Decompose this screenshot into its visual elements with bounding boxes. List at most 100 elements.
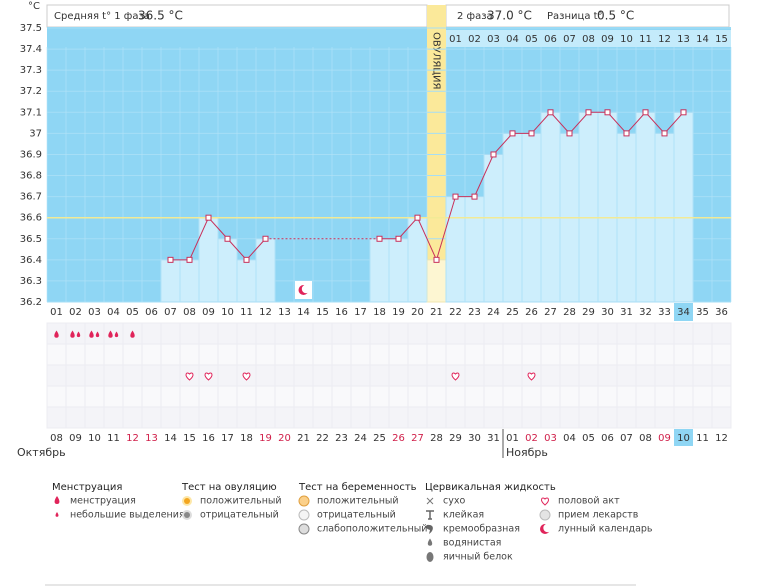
cycle-day: 19 xyxy=(392,307,405,318)
y-tick-label: 36.7 xyxy=(20,192,42,203)
cycle-day: 36 xyxy=(715,307,728,318)
temp-point xyxy=(452,193,459,200)
y-tick-label: 36.8 xyxy=(20,171,42,182)
phase1-value: 36.5 °C xyxy=(138,9,183,23)
y-tick-label: 37.5 xyxy=(20,23,42,34)
date: 05 xyxy=(582,433,595,444)
y-tick-label: 37.3 xyxy=(20,65,42,76)
cycle-day: 23 xyxy=(468,307,481,318)
date: 17 xyxy=(221,433,234,444)
temp-point xyxy=(604,109,611,116)
date: 26 xyxy=(392,433,405,444)
intercourse-icon xyxy=(527,372,536,381)
date: 12 xyxy=(715,433,728,444)
legend-icon xyxy=(427,538,433,546)
legend-item: отрицательный xyxy=(200,510,279,521)
cycle-day: 26 xyxy=(525,307,538,318)
phase2-day: 12 xyxy=(658,34,671,45)
cycle-day: 04 xyxy=(107,307,120,318)
temp-point xyxy=(528,130,535,137)
phase2-day: 01 xyxy=(449,34,462,45)
phase2-day: 09 xyxy=(601,34,614,45)
temp-point xyxy=(243,256,250,263)
date: 09 xyxy=(658,433,671,444)
date: 06 xyxy=(601,433,614,444)
today-date-box xyxy=(674,429,693,446)
legend-icon xyxy=(426,510,434,520)
date: 24 xyxy=(354,433,367,444)
menstruation-drop xyxy=(54,330,59,338)
legend-title: Тест на овуляцию xyxy=(181,482,277,493)
menstruation-drop xyxy=(114,331,119,338)
y-unit: °C xyxy=(28,1,40,12)
diff-value: 0.5 °C xyxy=(597,9,634,23)
bar xyxy=(388,238,409,303)
bar xyxy=(673,111,694,303)
legend-item: яичный белок xyxy=(443,552,513,563)
cycle-day: 20 xyxy=(411,307,424,318)
temp-point xyxy=(547,109,554,116)
menstruation-drop xyxy=(76,331,81,338)
temp-point xyxy=(642,109,649,116)
legend-icon xyxy=(55,512,59,517)
date: 02 xyxy=(525,433,538,444)
phase2-label: 2 фаза xyxy=(457,11,493,22)
legend-item: положительный xyxy=(317,496,399,507)
legend-icon xyxy=(426,552,434,562)
cycle-day: 12 xyxy=(259,307,272,318)
cycle-day: 06 xyxy=(145,307,158,318)
y-tick-label: 37.4 xyxy=(20,44,42,55)
phase2-day: 02 xyxy=(468,34,481,45)
legend-item: половой акт xyxy=(558,496,620,507)
intercourse-icon xyxy=(185,372,194,381)
cycle-day: 24 xyxy=(487,307,500,318)
bar xyxy=(255,238,276,303)
phase2-strip xyxy=(446,30,731,47)
legend-item: положительный xyxy=(200,496,282,507)
temp-point xyxy=(566,130,573,137)
temp-point xyxy=(471,193,478,200)
cycle-day: 07 xyxy=(164,307,177,318)
legend-title: Менструация xyxy=(52,482,122,493)
cycle-day: 33 xyxy=(658,307,671,318)
today-box xyxy=(674,303,693,321)
bar xyxy=(217,238,238,303)
cycle-day: 34 xyxy=(677,307,690,318)
bar xyxy=(369,238,390,303)
y-tick-label: 36.5 xyxy=(20,234,42,245)
y-tick-label: 36.6 xyxy=(20,213,42,224)
cycle-day: 29 xyxy=(582,307,595,318)
legend-icon xyxy=(298,509,310,521)
menstruation-drop xyxy=(70,330,75,338)
temp-line xyxy=(170,216,266,261)
ovulation-label: ОВУЛЯЦИЯ xyxy=(431,32,442,90)
date: 31 xyxy=(487,433,500,444)
temp-point xyxy=(509,130,516,137)
cycle-day: 01 xyxy=(50,307,63,318)
temp-point xyxy=(262,235,269,242)
date: 23 xyxy=(335,433,348,444)
date: 08 xyxy=(50,433,63,444)
lunar-icon-cut xyxy=(301,284,311,294)
legend-title: Тест на беременность xyxy=(298,482,417,493)
cycle-day: 25 xyxy=(506,307,519,318)
date: 12 xyxy=(126,433,139,444)
cycle-day: 21 xyxy=(430,307,443,318)
bar xyxy=(578,111,599,303)
date: 01 xyxy=(506,433,519,444)
phase2-day: 13 xyxy=(677,34,690,45)
date: 28 xyxy=(430,433,443,444)
bar xyxy=(179,259,200,303)
phase2-day: 05 xyxy=(525,34,538,45)
date: 25 xyxy=(373,433,386,444)
date: 08 xyxy=(639,433,652,444)
date: 18 xyxy=(240,433,253,444)
temp-point xyxy=(167,256,174,263)
legend-item: сухо xyxy=(443,496,465,507)
legend-icon xyxy=(54,496,60,504)
date: 29 xyxy=(449,433,462,444)
cycle-day: 09 xyxy=(202,307,215,318)
date: 27 xyxy=(411,433,424,444)
legend-item: клейкая xyxy=(443,510,484,521)
date: 14 xyxy=(164,433,177,444)
